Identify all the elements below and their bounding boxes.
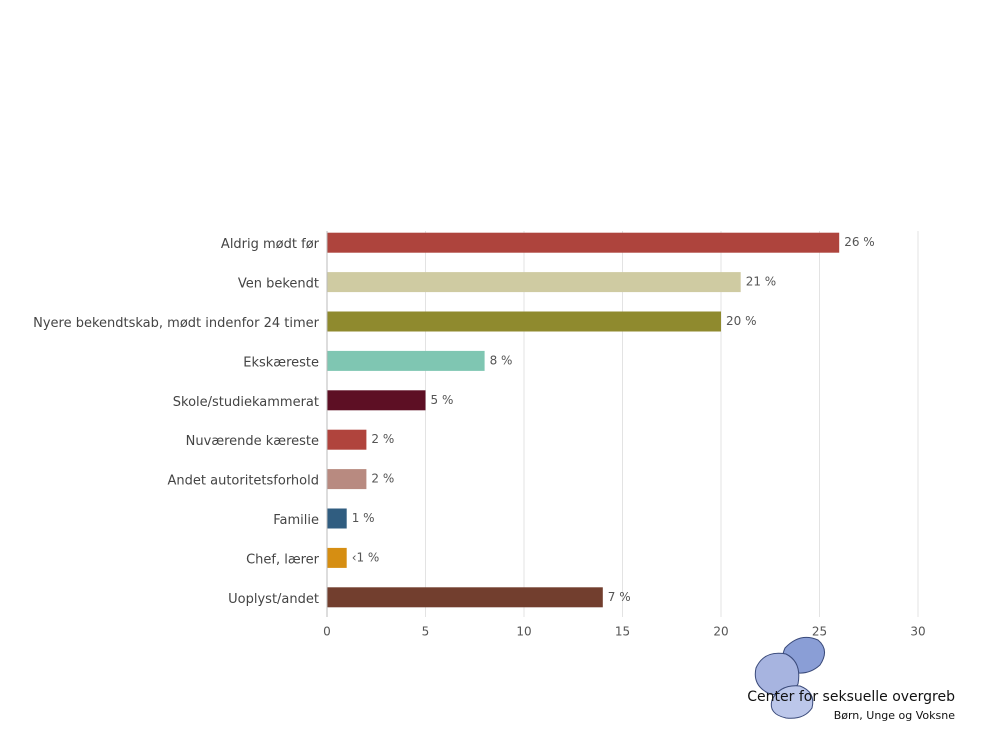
value-label: 2 % (371, 472, 394, 486)
x-tick-label: 10 (516, 625, 531, 639)
y-tick-label: Aldrig mødt før (221, 237, 320, 252)
y-tick-label: Nuværende kæreste (186, 434, 319, 449)
y-tick-label: Ekskæreste (243, 355, 319, 370)
value-label: 1 % (352, 511, 375, 525)
x-tick-label: 0 (323, 625, 331, 639)
x-tick-label: 20 (713, 625, 728, 639)
logo-subtitle: Børn, Unge og Voksne (834, 709, 956, 722)
value-label: 5 % (431, 393, 454, 407)
value-label: 21 % (746, 275, 777, 289)
bar (327, 429, 367, 450)
bar (327, 587, 603, 608)
value-label: 7 % (608, 590, 631, 604)
y-tick-label: Nyere bekendtskab, mødt indenfor 24 time… (33, 316, 320, 331)
logo-blobs (754, 636, 825, 719)
bar (327, 232, 840, 253)
y-tick-label: Familie (273, 513, 319, 528)
x-tick-label: 5 (422, 625, 430, 639)
x-tick-label: 30 (910, 625, 925, 639)
value-label: 26 % (844, 235, 875, 249)
y-tick-label: Skole/studiekammerat (173, 395, 319, 410)
bar (327, 469, 367, 490)
value-label: 8 % (490, 353, 513, 367)
x-tick-label: 25 (812, 625, 827, 639)
value-label: ‹1 % (352, 550, 380, 564)
bar (327, 390, 426, 411)
y-tick-label: Ven bekendt (238, 277, 319, 292)
value-label: 2 % (371, 432, 394, 446)
bar (327, 311, 721, 332)
y-tick-label: Andet autoritetsforhold (168, 474, 320, 489)
bar (327, 547, 347, 568)
value-label: 20 % (726, 314, 757, 328)
y-tick-label: Uoplyst/andet (228, 592, 319, 607)
bar (327, 272, 741, 293)
bar (327, 508, 347, 529)
logo-name: Center for seksuelle overgreb (747, 689, 955, 705)
x-tick-label: 15 (615, 625, 630, 639)
bar (327, 350, 485, 371)
y-tick-label: Chef, lærer (246, 552, 320, 567)
